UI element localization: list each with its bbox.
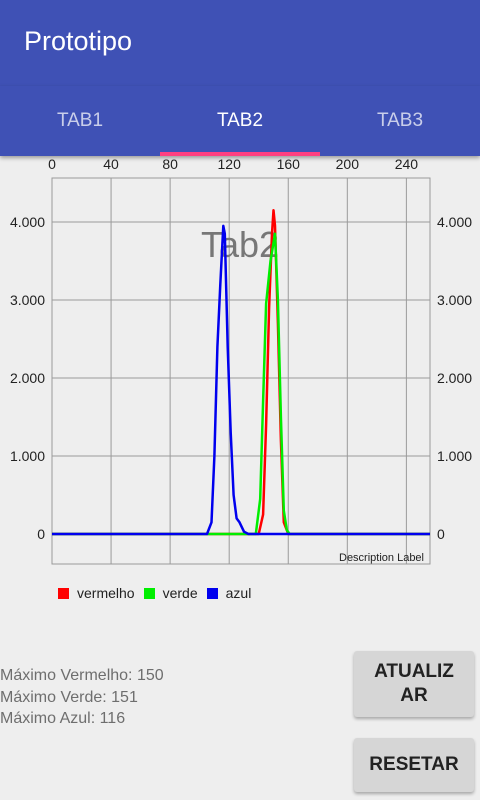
x-tick-label: 160 xyxy=(277,156,301,172)
x-tick-label: 200 xyxy=(336,156,360,172)
legend-swatch-red xyxy=(58,587,69,599)
legend-item-azul: azul xyxy=(206,585,252,601)
tab-1[interactable]: TAB1 xyxy=(56,110,104,131)
x-tick-label: 40 xyxy=(103,156,119,172)
x-tick-label: 240 xyxy=(395,156,419,172)
tab-3[interactable]: TAB3 xyxy=(376,110,424,131)
chart-watermark: Tab2 xyxy=(201,224,279,265)
y-tick-label-right: 1.000 xyxy=(437,448,472,464)
series-line-azul xyxy=(52,224,430,536)
y-tick-label-left: 4.000 xyxy=(10,214,45,230)
x-tick-label: 80 xyxy=(162,156,178,172)
legend-label-azul: azul xyxy=(225,585,252,601)
y-tick-label-left: 3.000 xyxy=(10,292,45,308)
legend-swatch-blue xyxy=(206,587,218,599)
chart-description-label: Description Label xyxy=(339,552,424,564)
x-tick-label: 0 xyxy=(48,156,56,172)
legend-item-vermelho: vermelho xyxy=(58,585,135,601)
y-tick-label-left: 0 xyxy=(37,526,45,542)
y-tick-label-left: 2.000 xyxy=(10,370,45,386)
max-green-text: Máximo Verde: 151 xyxy=(0,688,138,706)
y-tick-label-right: 4.000 xyxy=(437,214,472,230)
plot-border xyxy=(51,177,431,565)
y-tick-label-right: 2.000 xyxy=(437,370,472,386)
chart-legend: vermelho verde azul xyxy=(58,583,260,603)
y-tick-label-right: 3.000 xyxy=(437,292,472,308)
max-blue-text: Máximo Azul: 116 xyxy=(0,710,126,727)
reset-button[interactable]: RESETAR xyxy=(354,738,474,792)
tab-bar: TAB1 TAB2 TAB3 xyxy=(0,86,480,156)
y-tick-label-right: 0 xyxy=(437,526,445,542)
tab-2[interactable]: TAB2 xyxy=(216,110,264,131)
stats-panel: Máximo Vermelho: 150 Máximo Verde: 151 M… xyxy=(0,665,164,730)
rgb-histogram-chart: 0 40 80 120 160 200 240 0 0 1.000 1.000 2.000 2.000 3… xyxy=(10,156,472,565)
max-red-text: Máximo Vermelho: 150 xyxy=(0,667,164,684)
legend-swatch-green xyxy=(143,587,155,599)
update-button[interactable]: ATUALIZ AR xyxy=(354,651,474,717)
app-bar: Prototipo xyxy=(0,0,480,86)
legend-item-verde: verde xyxy=(143,585,198,601)
legend-label-vermelho: vermelho xyxy=(77,585,135,601)
series-line-verde xyxy=(52,232,430,536)
series-line-vermelho xyxy=(52,209,430,536)
tab-indicator xyxy=(160,152,320,156)
app-title: Prototipo xyxy=(24,26,133,56)
y-tick-label-left: 1.000 xyxy=(10,448,45,464)
legend-label-verde: verde xyxy=(162,585,198,601)
x-tick-label: 120 xyxy=(218,156,242,172)
